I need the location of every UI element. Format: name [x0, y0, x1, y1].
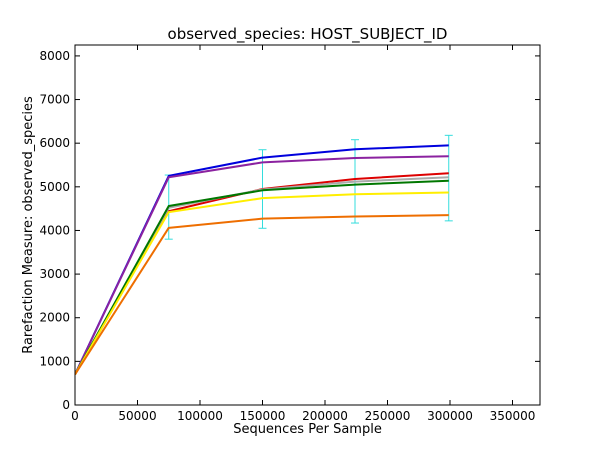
y-tick-label: 4000	[39, 223, 70, 237]
y-tick-label: 0	[62, 398, 70, 412]
x-tick-label: 50000	[118, 409, 156, 423]
y-tick-label: 2000	[39, 311, 70, 325]
x-tick-label: 150000	[240, 409, 286, 423]
y-tick-label: 3000	[39, 267, 70, 281]
y-axis-label: Rarefaction Measure: observed_species	[21, 96, 36, 354]
y-tick-label: 1000	[39, 354, 70, 368]
series-line-5	[75, 179, 449, 375]
x-tick-label: 100000	[177, 409, 223, 423]
y-tick-label: 6000	[39, 136, 70, 150]
plot-frame	[74, 44, 541, 406]
x-tick-label: 350000	[490, 409, 536, 423]
chart-title: observed_species: HOST_SUBJECT_ID	[168, 25, 448, 44]
y-tick-label: 7000	[39, 93, 70, 107]
x-tick-label: 0	[71, 409, 79, 423]
x-tick-label: 200000	[302, 409, 348, 423]
y-tick-label: 5000	[39, 180, 70, 194]
x-tick-label: 250000	[365, 409, 411, 423]
x-tick-label: 300000	[427, 409, 473, 423]
series-line-6	[75, 191, 449, 375]
y-tick-label: 8000	[39, 49, 70, 63]
series-line-7	[75, 214, 449, 375]
plot-area: 0 50000 100000 150000 200000 250000 300000 3500…	[39, 45, 540, 423]
series-line-2	[75, 155, 449, 375]
x-axis-label: Sequences Per Sample	[233, 422, 382, 437]
plot-content	[75, 134, 453, 375]
